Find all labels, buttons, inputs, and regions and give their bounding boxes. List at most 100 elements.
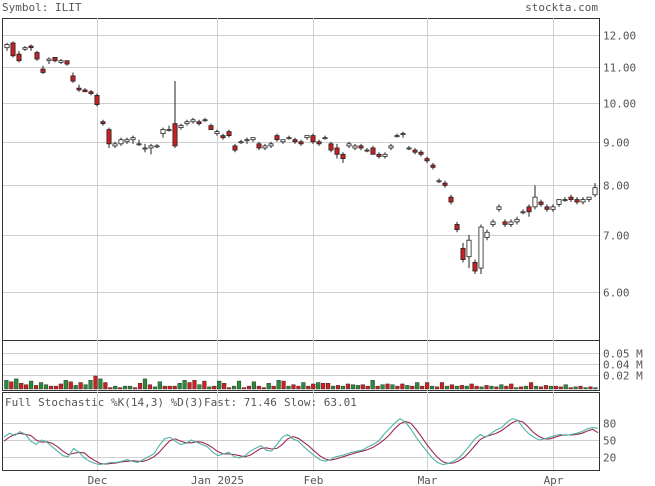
volume-bar [543,385,548,390]
candle-body [16,53,22,62]
volume-bar [484,385,489,390]
volume-bar [345,383,350,390]
volume-bar [395,385,400,390]
volume-bar [474,385,479,390]
candle-body [484,231,490,238]
volume-bar [296,385,301,390]
candle-body [28,45,34,49]
site-label: stockta.com [525,1,598,14]
volume-bar [509,383,514,390]
candle-body [376,153,382,157]
volume-bar [48,385,53,390]
candle-body [490,221,496,225]
volume-bar [444,385,449,390]
candle-body [202,119,208,122]
x-tick-label: Mar [418,474,438,486]
volume-bar [588,386,593,390]
price-tick-label: 10.00 [603,98,636,111]
fast-line [3,418,599,466]
candle-body [448,196,454,203]
volume-bar [152,386,157,390]
volume-bar [9,381,14,390]
price-tick-label: 11.00 [603,62,636,75]
candle-body [238,141,244,144]
candle-body [334,147,340,155]
volume-bar [558,386,563,390]
candle-body [274,135,280,141]
candle-body [526,206,532,213]
volume-bar [316,382,321,390]
candle-body [214,131,220,135]
stochastic-tick-label: 50 [603,435,616,448]
volume-bar [400,383,405,390]
candle-body [226,131,232,137]
volume-bar [311,383,316,390]
candle-body [58,60,64,63]
volume-bar [19,383,24,390]
volume-bar [147,384,153,390]
stochastic-tick-label: 80 [603,418,616,431]
volume-bar [256,385,261,390]
volume-bar [202,380,207,390]
volume-bar [331,385,336,390]
volume-bar [375,385,380,390]
volume-bar [137,383,143,390]
candle-body [280,139,286,143]
candle-body [328,143,334,151]
candle-body [316,141,322,145]
candle-body [502,221,508,225]
stochastic-lines [3,418,599,466]
candle-body [76,87,82,91]
candle-body [136,143,142,146]
volume-bar [578,385,583,390]
candle-body [112,143,118,147]
candle-body [400,133,406,136]
candle-body [250,137,256,141]
candle-body [88,91,94,94]
volume-bar [459,385,464,390]
price-tick-label: 7.00 [603,230,630,243]
candle-body [544,206,550,210]
candle-body [568,196,574,200]
candle-body [538,201,544,205]
volume-bar [553,385,558,390]
candle-body [160,129,166,135]
volume-bar [355,385,360,390]
stochastic-title: Full Stochastic %K(14,3) %D(3) [5,396,204,409]
volume-bar [335,385,341,390]
volume-bar [241,387,247,390]
candle-body [514,218,520,223]
volume-bar [207,386,212,390]
volume-bar [425,382,430,390]
volume-bar [494,386,499,390]
candle-body [418,151,424,155]
price-tick-label: 8.00 [603,180,630,193]
candle-body [454,224,460,231]
volume-tick-label: 0.04 M [603,359,643,372]
candle-body [172,123,178,147]
fast-value-label: Fast: 71.46 [204,396,277,409]
volume-bar [187,382,192,390]
candle-body [430,164,436,168]
volume-bar [197,384,202,390]
x-tick-label: Jan 2025 [191,474,244,486]
volume-bar [88,380,93,390]
volume-bar [172,385,177,390]
candle-body [358,145,364,149]
candle-body [220,135,226,139]
volume-bar [24,384,29,390]
candle-body [532,196,538,208]
volume-bar [227,387,232,390]
volume-bar [420,385,425,390]
candle-body [346,143,352,147]
volume-bar [514,387,519,390]
volume-bar [142,378,148,390]
candle-body [286,137,292,140]
price-tick-label: 6.00 [603,287,630,300]
candle-body [586,196,592,200]
candle-body [208,125,214,130]
candle-body [130,137,136,141]
candle-body [508,221,514,225]
volume-bar [365,385,370,390]
